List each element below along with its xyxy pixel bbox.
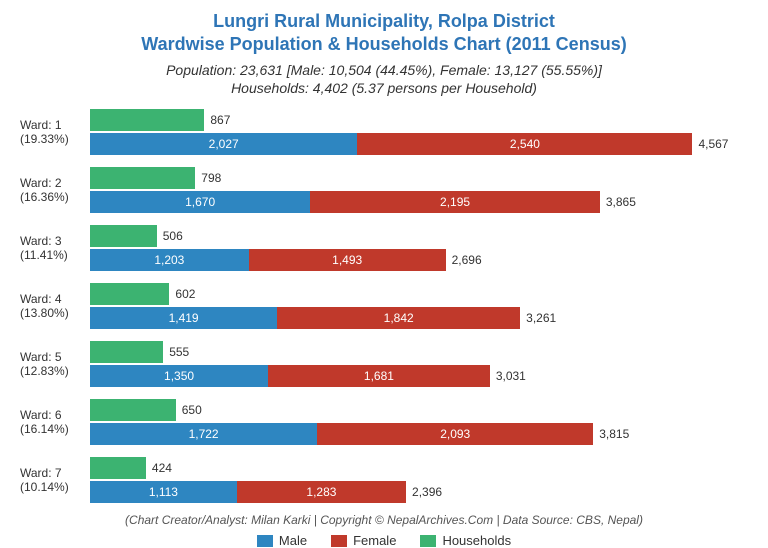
legend-item-male: Male xyxy=(257,533,307,548)
ward-label: Ward: 7(10.14%) xyxy=(20,466,90,495)
male-bar: 1,203 xyxy=(90,249,249,271)
population-bar-row: 1,2031,493 2,696 xyxy=(90,249,748,271)
female-bar: 1,842 xyxy=(277,307,520,329)
population-bar-row: 1,4191,842 3,261 xyxy=(90,307,748,329)
ward-bars: 602 1,4191,842 3,261 xyxy=(90,283,748,329)
ward-row: Ward: 3(11.41%) 506 1,2031,493 2,696 xyxy=(20,223,748,273)
households-bar-row: 867 xyxy=(90,109,748,131)
households-value: 798 xyxy=(201,171,221,185)
ward-row: Ward: 6(16.14%) 650 1,7222,093 3,815 xyxy=(20,397,748,447)
legend-swatch-female xyxy=(331,535,347,547)
households-bar-row: 506 xyxy=(90,225,748,247)
subtitle-line-1: Population: 23,631 [Male: 10,504 (44.45%… xyxy=(20,61,748,79)
title-line-1: Lungri Rural Municipality, Rolpa Distric… xyxy=(20,10,748,33)
total-value: 3,031 xyxy=(496,369,526,383)
female-bar: 1,681 xyxy=(268,365,490,387)
chart-title: Lungri Rural Municipality, Rolpa Distric… xyxy=(20,10,748,57)
female-bar: 1,283 xyxy=(237,481,406,503)
male-bar: 1,419 xyxy=(90,307,277,329)
households-bar xyxy=(90,399,176,421)
population-bar-row: 1,6702,195 3,865 xyxy=(90,191,748,213)
households-bar xyxy=(90,283,169,305)
female-bar: 2,093 xyxy=(317,423,593,445)
households-bar-row: 602 xyxy=(90,283,748,305)
households-bar xyxy=(90,109,204,131)
ward-bars: 424 1,1131,283 2,396 xyxy=(90,457,748,503)
legend-label-households: Households xyxy=(442,533,511,548)
households-value: 602 xyxy=(175,287,195,301)
households-value: 555 xyxy=(169,345,189,359)
households-bar-row: 650 xyxy=(90,399,748,421)
ward-row: Ward: 7(10.14%) 424 1,1131,283 2,396 xyxy=(20,455,748,505)
ward-row: Ward: 2(16.36%) 798 1,6702,195 3,865 xyxy=(20,165,748,215)
population-bar-row: 1,1131,283 2,396 xyxy=(90,481,748,503)
households-bar xyxy=(90,341,163,363)
subtitle-line-2: Households: 4,402 (5.37 persons per Hous… xyxy=(20,79,748,97)
title-line-2: Wardwise Population & Households Chart (… xyxy=(20,33,748,56)
legend-swatch-male xyxy=(257,535,273,547)
population-bar-row: 1,7222,093 3,815 xyxy=(90,423,748,445)
total-value: 3,261 xyxy=(526,311,556,325)
legend-item-households: Households xyxy=(420,533,511,548)
total-value: 3,815 xyxy=(599,427,629,441)
female-bar: 2,195 xyxy=(310,191,600,213)
households-bar xyxy=(90,167,195,189)
households-bar-row: 798 xyxy=(90,167,748,189)
female-bar: 2,540 xyxy=(357,133,692,155)
ward-label: Ward: 4(13.80%) xyxy=(20,292,90,321)
legend-label-female: Female xyxy=(353,533,396,548)
total-value: 2,396 xyxy=(412,485,442,499)
ward-label: Ward: 3(11.41%) xyxy=(20,234,90,263)
male-bar: 1,722 xyxy=(90,423,317,445)
ward-row: Ward: 5(12.83%) 555 1,3501,681 3,031 xyxy=(20,339,748,389)
male-bar: 1,350 xyxy=(90,365,268,387)
chart-subtitle: Population: 23,631 [Male: 10,504 (44.45%… xyxy=(20,61,748,97)
ward-bars: 867 2,0272,540 4,567 xyxy=(90,109,748,155)
male-bar: 1,670 xyxy=(90,191,310,213)
population-bar-row: 2,0272,540 4,567 xyxy=(90,133,748,155)
ward-label: Ward: 5(12.83%) xyxy=(20,350,90,379)
chart-legend: Male Female Households xyxy=(20,533,748,548)
female-bar: 1,493 xyxy=(249,249,446,271)
ward-label: Ward: 2(16.36%) xyxy=(20,176,90,205)
households-value: 506 xyxy=(163,229,183,243)
ward-bars: 650 1,7222,093 3,815 xyxy=(90,399,748,445)
households-value: 424 xyxy=(152,461,172,475)
households-value: 867 xyxy=(210,113,230,127)
total-value: 3,865 xyxy=(606,195,636,209)
male-bar: 1,113 xyxy=(90,481,237,503)
ward-row: Ward: 1(19.33%) 867 2,0272,540 4,567 xyxy=(20,107,748,157)
population-bar-row: 1,3501,681 3,031 xyxy=(90,365,748,387)
legend-label-male: Male xyxy=(279,533,307,548)
ward-bars: 555 1,3501,681 3,031 xyxy=(90,341,748,387)
total-value: 2,696 xyxy=(452,253,482,267)
total-value: 4,567 xyxy=(698,137,728,151)
ward-row: Ward: 4(13.80%) 602 1,4191,842 3,261 xyxy=(20,281,748,331)
households-bar xyxy=(90,225,157,247)
ward-bars: 798 1,6702,195 3,865 xyxy=(90,167,748,213)
households-bar-row: 424 xyxy=(90,457,748,479)
legend-item-female: Female xyxy=(331,533,396,548)
male-bar: 2,027 xyxy=(90,133,357,155)
ward-label: Ward: 6(16.14%) xyxy=(20,408,90,437)
chart-footer: (Chart Creator/Analyst: Milan Karki | Co… xyxy=(20,513,748,527)
households-value: 650 xyxy=(182,403,202,417)
legend-swatch-households xyxy=(420,535,436,547)
households-bar xyxy=(90,457,146,479)
chart-area: Ward: 1(19.33%) 867 2,0272,540 4,567 Ward: 2… xyxy=(20,107,748,505)
chart-container: Lungri Rural Municipality, Rolpa Distric… xyxy=(0,0,768,536)
households-bar-row: 555 xyxy=(90,341,748,363)
ward-label: Ward: 1(19.33%) xyxy=(20,118,90,147)
ward-bars: 506 1,2031,493 2,696 xyxy=(90,225,748,271)
